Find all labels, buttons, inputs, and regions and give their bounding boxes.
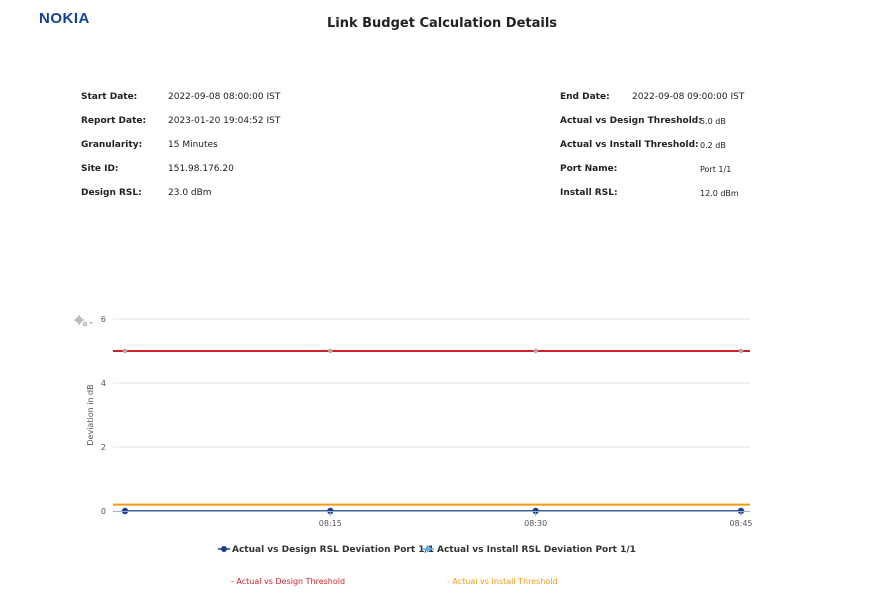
install-rsl-label: Install RSL: xyxy=(560,188,618,198)
legend-label-install-deviation: Actual vs Install RSL Deviation Port 1/1 xyxy=(437,545,636,555)
end-date-label: End Date: xyxy=(560,92,610,102)
report-date-label: Report Date: xyxy=(81,116,147,126)
y-tick-label: 6 xyxy=(101,315,106,324)
legend-marker-install xyxy=(424,545,432,553)
port-name-value: Port 1/1 xyxy=(700,165,732,174)
y-tick-label: 4 xyxy=(101,379,106,388)
chart-gridlines xyxy=(113,318,750,448)
nokia-logo: NOKIA xyxy=(39,10,90,27)
threshold-point xyxy=(738,348,744,354)
x-tick-label: 08:15 xyxy=(319,519,342,528)
install-threshold-label: Actual vs Install Threshold: xyxy=(560,140,699,150)
x-tick-label: 08:30 xyxy=(524,519,547,528)
start-date-label: Start Date: xyxy=(81,92,138,102)
install-threshold-legend: - Actual vs Install Threshold xyxy=(447,577,558,586)
report-title: Link Budget Calculation Details xyxy=(326,16,558,31)
y-tick-label: 0 xyxy=(101,507,106,516)
install-threshold-value: 0.2 dB xyxy=(700,141,726,150)
start-date-value: 2022-09-08 08:00:00 IST xyxy=(168,92,281,102)
end-date-value: 2022-09-08 09:00:00 IST xyxy=(632,92,745,102)
granularity-value: 15 Minutes xyxy=(168,140,218,150)
chart-legend: Actual vs Design RSL Deviation Port 1/1 … xyxy=(218,545,636,555)
granularity-label: Granularity: xyxy=(81,140,143,150)
install-rsl-value: 12.0 dBm xyxy=(700,189,739,198)
design-rsl-value: 23.0 dBm xyxy=(168,188,212,198)
chart-menu-button[interactable] xyxy=(74,315,93,327)
port-name-label: Port Name: xyxy=(560,164,618,174)
threshold-point xyxy=(328,348,333,354)
y-axis-title: Deviation in dB xyxy=(86,384,95,445)
legend-item-install-deviation[interactable]: Actual vs Install RSL Deviation Port 1/1 xyxy=(422,545,636,555)
legend-item-design-deviation[interactable]: Actual vs Design RSL Deviation Port 1/1 xyxy=(218,545,434,555)
chevron-down-icon xyxy=(89,322,93,325)
threshold-point xyxy=(533,348,538,354)
legend-marker-design xyxy=(221,546,227,552)
design-rsl-label: Design RSL: xyxy=(81,188,142,198)
legend-label-design-deviation: Actual vs Design RSL Deviation Port 1/1 xyxy=(232,545,434,555)
x-tick-label: 08:45 xyxy=(729,519,752,528)
site-id-label: Site ID: xyxy=(81,164,119,174)
chart-axes: Deviation in dB 0 2 4 6 08:15 08:30 08:45 xyxy=(86,315,753,528)
gear-icon xyxy=(74,315,88,327)
design-threshold-legend: - Actual vs Design Threshold xyxy=(231,577,346,586)
report-date-value: 2023-01-20 19:04:52 IST xyxy=(168,116,281,126)
design-threshold-value: 5.0 dB xyxy=(700,117,726,126)
threshold-lines xyxy=(113,348,750,506)
y-tick-label: 2 xyxy=(101,443,106,452)
design-threshold-label: Actual vs Design Threshold: xyxy=(560,116,702,126)
site-id-value: 151.98.176.20 xyxy=(168,164,234,174)
threshold-point xyxy=(122,348,128,354)
